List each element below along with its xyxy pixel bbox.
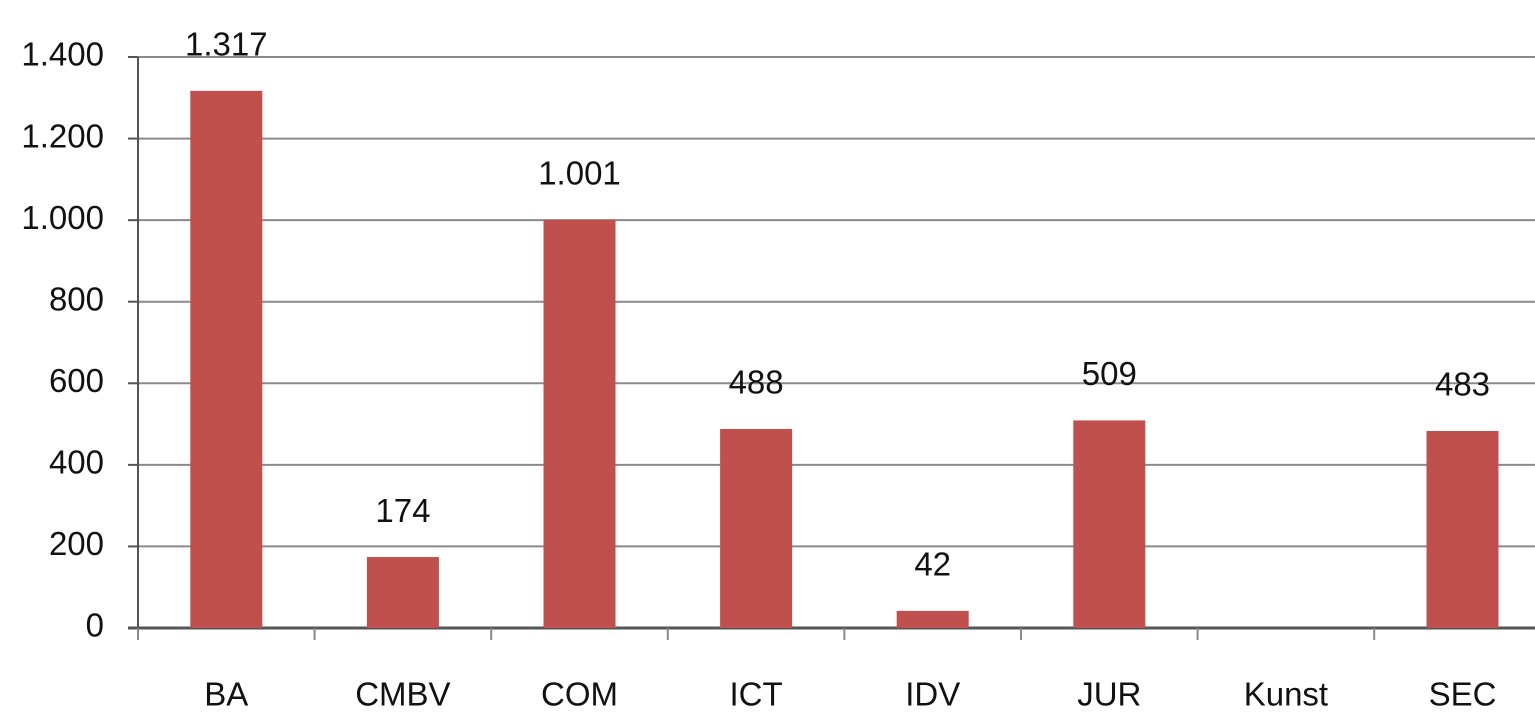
bar	[190, 90, 263, 628]
data-label: 174	[375, 492, 430, 529]
bar	[543, 219, 616, 629]
x-tick-label: JUR	[1077, 676, 1141, 713]
y-tick-label: 200	[49, 525, 104, 562]
data-label: 1.001	[538, 154, 621, 191]
data-label: 509	[1082, 355, 1137, 392]
y-tick-label: 600	[49, 362, 104, 399]
x-tick-label: CMBV	[355, 676, 450, 713]
bar	[1426, 431, 1499, 628]
y-tick-label: 400	[49, 444, 104, 481]
x-tick-label: Kunst	[1244, 676, 1328, 713]
bar	[1073, 420, 1146, 628]
y-tick-label: 1.400	[21, 36, 104, 73]
data-label: 42	[914, 546, 951, 583]
bar	[366, 557, 439, 628]
x-tick-label: COM	[541, 676, 618, 713]
x-tick-label: SEC	[1429, 676, 1497, 713]
bar	[896, 610, 969, 628]
bar	[720, 428, 793, 628]
y-tick-label: 0	[86, 607, 104, 644]
y-tick-label: 1.200	[21, 117, 104, 154]
y-tick-label: 1.000	[21, 199, 104, 236]
data-label: 1.317	[185, 26, 268, 63]
data-label: 488	[729, 364, 784, 401]
y-tick-label: 800	[49, 280, 104, 317]
x-tick-label: ICT	[730, 676, 783, 713]
data-label: 483	[1435, 366, 1490, 403]
x-tick-label: IDV	[905, 676, 960, 713]
x-tick-label: BA	[204, 676, 248, 713]
